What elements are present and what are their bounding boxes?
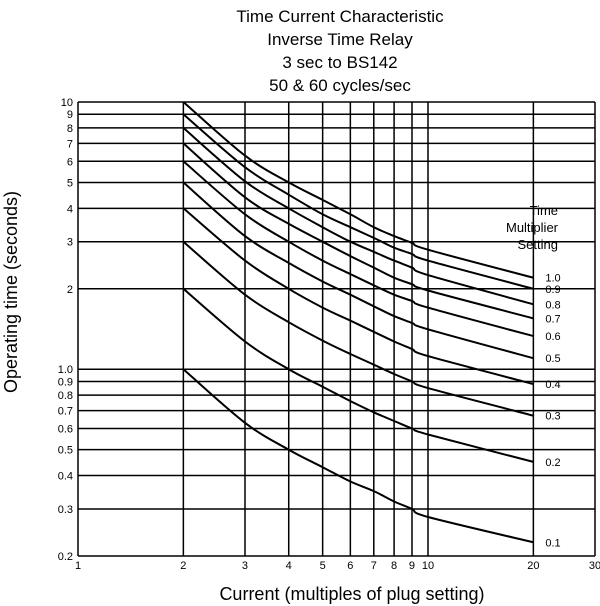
series-label-0-4: 0.4 — [545, 379, 560, 391]
title-line-3: 3 sec to BS142 — [282, 53, 397, 72]
x-tick-label: 20 — [527, 560, 539, 572]
x-tick-label: 3 — [242, 560, 248, 572]
series-label-0-2: 0.2 — [545, 457, 560, 469]
y-tick-label: 8 — [67, 123, 73, 135]
y-tick-label: 0.4 — [58, 471, 73, 483]
series-line-0-3 — [182, 240, 534, 417]
series-line-0-1 — [182, 368, 534, 544]
y-tick-label: 3 — [67, 237, 73, 249]
x-tick-label: 1 — [75, 560, 81, 572]
x-tick-label: 4 — [286, 560, 292, 572]
y-tick-label: 2 — [67, 284, 73, 296]
y-tick-label: 10 — [61, 97, 73, 109]
y-tick-label: 5 — [67, 177, 73, 189]
series-line-0-7 — [182, 142, 534, 320]
x-axis-title: Current (multiples of plug setting) — [219, 584, 484, 604]
y-tick-label: 0.3 — [58, 504, 73, 516]
y-tick-label: 7 — [67, 138, 73, 150]
x-tick-label: 30 — [589, 560, 600, 572]
series-line-0-6 — [182, 160, 534, 338]
legend-title: Time Multiplier Setting — [506, 203, 559, 252]
y-tick-label: 0.5 — [58, 445, 73, 457]
legend-title-line-2: Multiplier — [506, 220, 559, 235]
x-tick-label: 6 — [347, 560, 353, 572]
series-label-0-1: 0.1 — [545, 537, 560, 549]
y-tick-label: 0.2 — [58, 551, 73, 563]
series-line-0-5 — [182, 181, 534, 360]
series-label-1-0: 1.0 — [545, 273, 560, 285]
y-tick-label: 0.7 — [58, 406, 73, 418]
title-line-2: Inverse Time Relay — [267, 30, 413, 49]
series-label-0-9: 0.9 — [545, 284, 560, 296]
series-line-1-0 — [182, 101, 534, 279]
series-line-0-2 — [182, 288, 534, 463]
x-tick-label: 10 — [422, 560, 434, 572]
y-axis-title: Operating time (seconds) — [1, 191, 21, 393]
x-tick-label: 2 — [180, 560, 186, 572]
y-tick-label: 1.0 — [58, 364, 73, 376]
grid — [77, 101, 596, 557]
series-curves — [182, 101, 534, 544]
chart-title: Time Current Characteristic Inverse Time… — [236, 7, 444, 95]
series-label-0-5: 0.5 — [545, 353, 560, 365]
x-tick-label: 8 — [391, 560, 397, 572]
y-tick-label: 4 — [67, 203, 73, 215]
series-label-0-7: 0.7 — [545, 313, 560, 325]
series-label-0-3: 0.3 — [545, 411, 560, 423]
series-line-0-8 — [182, 127, 534, 306]
series-line-0-9 — [182, 113, 534, 290]
y-tick-label: 0.6 — [58, 424, 73, 436]
series-line-0-4 — [182, 207, 534, 386]
y-tick-label: 0.8 — [58, 390, 73, 402]
y-tick-label: 6 — [67, 156, 73, 168]
x-tick-label: 9 — [409, 560, 415, 572]
series-label-0-6: 0.6 — [545, 331, 560, 343]
x-tick-label: 7 — [371, 560, 377, 572]
title-line-4: 50 & 60 cycles/sec — [269, 76, 411, 95]
y-tick-label: 0.9 — [58, 376, 73, 388]
legend-title-line-1: Time — [530, 203, 558, 218]
legend-title-line-3: Setting — [518, 237, 558, 252]
series-label-0-8: 0.8 — [545, 299, 560, 311]
x-tick-label: 5 — [320, 560, 326, 572]
title-line-1: Time Current Characteristic — [236, 7, 444, 26]
y-tick-label: 9 — [67, 109, 73, 121]
series-labels: 1.00.9 0.8 0.7 0.6 0.5 0.4 0.3 0.2 0.1 — [545, 273, 560, 550]
